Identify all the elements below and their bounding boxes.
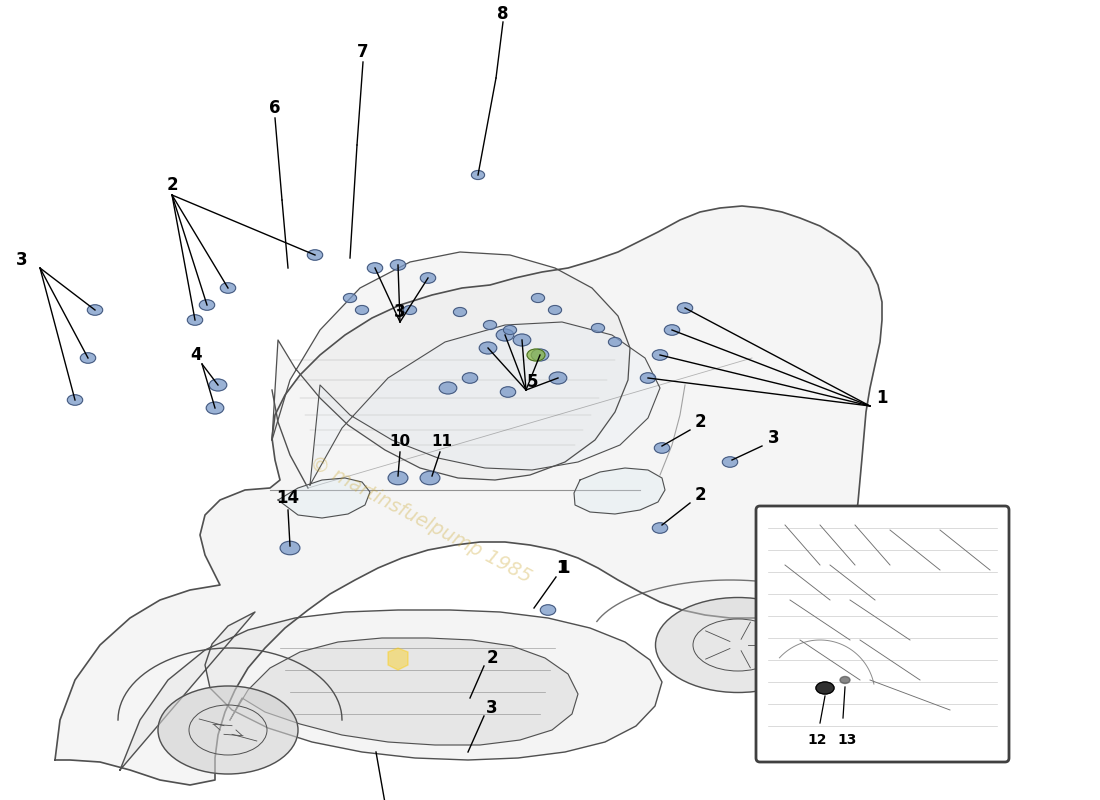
Ellipse shape	[840, 677, 850, 683]
Polygon shape	[272, 252, 630, 480]
Text: © martinsfuelpump 1985: © martinsfuelpump 1985	[306, 454, 535, 586]
Ellipse shape	[439, 382, 456, 394]
Text: 4: 4	[190, 346, 201, 364]
Text: 13: 13	[837, 733, 857, 747]
Ellipse shape	[664, 325, 680, 335]
Ellipse shape	[531, 349, 549, 361]
Ellipse shape	[514, 334, 531, 346]
Ellipse shape	[500, 386, 516, 398]
Ellipse shape	[504, 326, 517, 334]
Text: 2: 2	[694, 486, 706, 504]
Polygon shape	[388, 648, 408, 670]
Ellipse shape	[652, 522, 668, 534]
Ellipse shape	[388, 471, 408, 485]
Ellipse shape	[540, 605, 556, 615]
Ellipse shape	[87, 305, 102, 315]
Ellipse shape	[592, 323, 605, 333]
Ellipse shape	[404, 306, 417, 314]
Ellipse shape	[480, 342, 497, 354]
Ellipse shape	[199, 300, 214, 310]
Ellipse shape	[656, 598, 821, 693]
Ellipse shape	[549, 372, 566, 384]
Text: 2: 2	[166, 176, 178, 194]
Text: 3: 3	[394, 303, 406, 321]
Ellipse shape	[608, 338, 622, 346]
Ellipse shape	[531, 294, 544, 302]
Text: 11: 11	[431, 434, 452, 450]
Ellipse shape	[280, 542, 300, 554]
Ellipse shape	[420, 273, 436, 283]
Polygon shape	[120, 610, 662, 770]
Ellipse shape	[496, 329, 514, 341]
Text: 2: 2	[694, 413, 706, 431]
Ellipse shape	[678, 302, 693, 314]
Text: 1: 1	[558, 559, 570, 577]
Ellipse shape	[453, 307, 466, 317]
Ellipse shape	[462, 373, 477, 383]
Ellipse shape	[220, 282, 235, 294]
Text: 1: 1	[877, 389, 888, 407]
Ellipse shape	[652, 350, 668, 360]
Text: 14: 14	[276, 489, 299, 507]
Ellipse shape	[390, 260, 406, 270]
Text: 2: 2	[486, 649, 498, 667]
Ellipse shape	[209, 379, 227, 391]
Ellipse shape	[640, 373, 656, 383]
Text: 8: 8	[497, 5, 508, 23]
Text: 7: 7	[358, 43, 368, 61]
Ellipse shape	[549, 306, 562, 314]
Ellipse shape	[67, 394, 82, 406]
Text: 3: 3	[16, 251, 28, 269]
Text: 5: 5	[526, 373, 538, 391]
Text: 12: 12	[807, 733, 827, 747]
Ellipse shape	[723, 457, 738, 467]
Ellipse shape	[472, 170, 485, 179]
Polygon shape	[55, 206, 882, 785]
Polygon shape	[278, 478, 370, 518]
Ellipse shape	[527, 349, 544, 361]
Polygon shape	[310, 322, 660, 485]
Ellipse shape	[80, 353, 96, 363]
Text: 1: 1	[557, 559, 568, 577]
Ellipse shape	[187, 314, 202, 326]
Ellipse shape	[483, 321, 496, 330]
Ellipse shape	[355, 306, 368, 314]
Ellipse shape	[420, 471, 440, 485]
Ellipse shape	[367, 262, 383, 274]
Polygon shape	[574, 468, 666, 514]
Text: 10: 10	[389, 434, 410, 450]
Ellipse shape	[206, 402, 223, 414]
Polygon shape	[230, 638, 578, 745]
Ellipse shape	[158, 686, 298, 774]
Text: 6: 6	[270, 99, 280, 117]
FancyBboxPatch shape	[756, 506, 1009, 762]
Ellipse shape	[343, 294, 356, 302]
Ellipse shape	[816, 682, 834, 694]
Ellipse shape	[654, 442, 670, 454]
Text: 3: 3	[768, 429, 780, 447]
Text: 3: 3	[486, 699, 498, 717]
Ellipse shape	[307, 250, 322, 260]
